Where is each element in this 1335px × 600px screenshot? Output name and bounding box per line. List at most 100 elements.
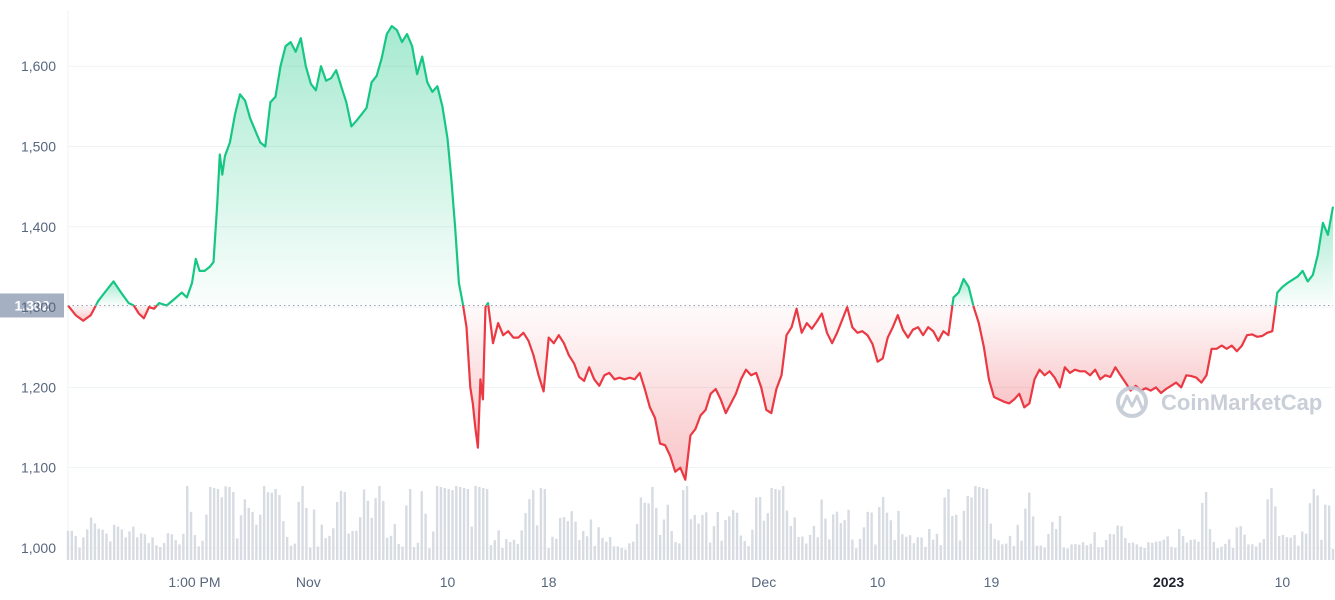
volume-bar [589, 519, 593, 560]
volume-bar [989, 523, 992, 560]
volume-bar [655, 507, 658, 560]
volume-bar [835, 511, 839, 560]
volume-bar [143, 534, 147, 560]
volume-bar [1320, 539, 1323, 560]
volume-bar [739, 535, 743, 560]
baseline-badge [0, 293, 64, 318]
volume-bar [1024, 508, 1027, 560]
volume-bar [1143, 548, 1146, 560]
volume-bar [1078, 544, 1081, 560]
volume-bar [616, 546, 620, 560]
volume-bar [916, 537, 919, 560]
volume-bar [1316, 495, 1319, 560]
volume-bar [1235, 527, 1239, 560]
volume-bar [612, 546, 616, 560]
volume-bar [1031, 516, 1035, 560]
volume-bar [432, 531, 435, 560]
volume-bar [393, 524, 397, 560]
volume-bar [443, 488, 447, 560]
volume-bar [632, 541, 635, 560]
volume-bar [785, 510, 789, 560]
volume-bar [366, 500, 370, 560]
volume-bar [89, 517, 93, 560]
volume-bar [120, 529, 124, 560]
volume-bar [1239, 526, 1242, 560]
volume-bar [305, 507, 308, 560]
volume-bar [1135, 544, 1139, 560]
volume-bar [224, 486, 227, 560]
volume-bar [1101, 547, 1104, 560]
volume-bar [758, 497, 762, 560]
volume-bar [1308, 503, 1312, 560]
volume-bar [216, 489, 220, 560]
volume-bar [278, 495, 281, 560]
volume-bar [201, 540, 204, 560]
volume-bar [881, 496, 885, 560]
volume-bar [1324, 504, 1327, 560]
volume-bar [582, 530, 585, 560]
volume-bar [458, 487, 462, 560]
volume-bar [370, 517, 373, 560]
y-tick-label: 1,100 [21, 460, 56, 476]
volume-bar [359, 517, 362, 560]
volume-bar [866, 511, 869, 560]
volume-bar [662, 519, 666, 560]
volume-bar [1158, 541, 1162, 560]
volume-bar [981, 488, 985, 560]
volume-bar [528, 499, 531, 560]
volume-bar [908, 535, 912, 560]
volume-bar [1020, 540, 1023, 560]
volume-bar [743, 540, 746, 560]
area-below-baseline [973, 305, 1276, 408]
volume-bar [185, 486, 189, 560]
volume-bar [970, 497, 973, 560]
volume-bar [639, 497, 643, 560]
volume-bar [920, 537, 923, 560]
volume-bar [182, 533, 185, 560]
volume-bar [416, 542, 420, 560]
price-line-down [132, 304, 158, 320]
volume-bar [570, 511, 573, 560]
volume-bar [232, 492, 235, 560]
volume-bar [1274, 506, 1277, 560]
volume-bar [116, 526, 120, 560]
volume-bar [351, 531, 354, 560]
volume-bar [1297, 545, 1300, 560]
x-tick-label: 2023 [1153, 574, 1184, 590]
volume-bar [66, 530, 70, 560]
volume-bar [197, 546, 200, 560]
volume-bar [489, 545, 493, 560]
volume-bar [309, 547, 312, 560]
volume-bar [493, 540, 496, 560]
volume-bar [781, 486, 785, 560]
volume-bar [447, 489, 450, 560]
volume-bar [935, 533, 939, 560]
volume-bar [259, 514, 262, 560]
volume-bar [1004, 543, 1008, 560]
volume-bar [1170, 546, 1173, 560]
volume-bar [1304, 533, 1308, 560]
volume-bar [1116, 525, 1119, 560]
area-above-baseline [156, 26, 464, 306]
volume-bar [1247, 544, 1250, 560]
volume-bar [424, 513, 427, 560]
area-below-baseline [133, 305, 157, 319]
area-above-baseline [95, 281, 134, 306]
volume-bar [1166, 536, 1169, 560]
volume-bar [1043, 547, 1046, 560]
area-above-baseline [952, 279, 974, 306]
volume-bar [624, 549, 627, 560]
volume-bar [378, 486, 381, 560]
watermark-text: CoinMarketCap [1161, 390, 1322, 415]
volume-bar [1108, 533, 1112, 560]
volume-bar [628, 543, 631, 560]
volume-bar [374, 498, 377, 560]
volume-bar [912, 543, 916, 560]
volume-bar [635, 524, 639, 560]
volume-bar [1081, 542, 1085, 560]
volume-bar [1281, 534, 1285, 560]
x-tick-label: 19 [984, 574, 1000, 590]
volume-bar [247, 507, 250, 560]
